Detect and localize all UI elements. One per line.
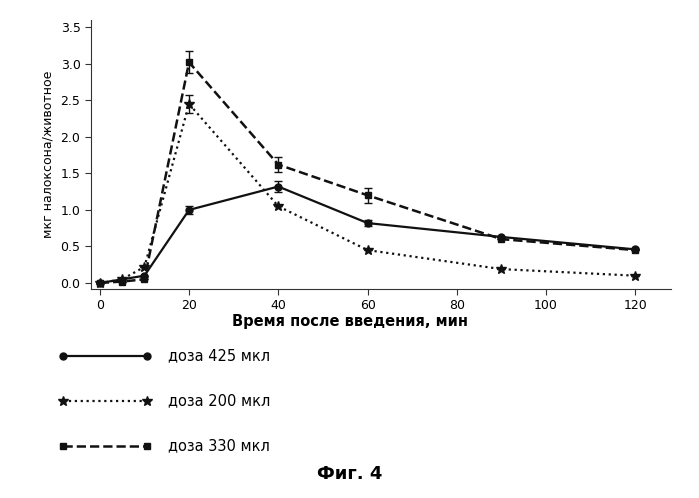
Text: доза 330 мкл: доза 330 мкл — [168, 438, 270, 453]
Y-axis label: мкг налоксона/животное: мкг налоксона/животное — [42, 71, 55, 238]
Text: доза 200 мкл: доза 200 мкл — [168, 393, 270, 408]
Text: доза 425 мкл: доза 425 мкл — [168, 349, 270, 364]
Text: Время после введения, мин: Время после введения, мин — [231, 314, 468, 329]
Text: Фиг. 4: Фиг. 4 — [317, 465, 382, 483]
